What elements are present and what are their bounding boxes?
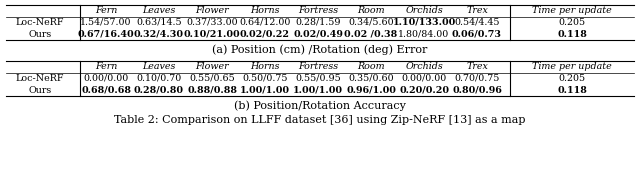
- Text: 0.06/0.73: 0.06/0.73: [452, 30, 502, 39]
- Text: 0.205: 0.205: [559, 18, 586, 27]
- Text: Ours: Ours: [28, 86, 52, 95]
- Text: 0.50/0.75: 0.50/0.75: [243, 74, 288, 83]
- Text: Time per update: Time per update: [532, 6, 612, 15]
- Text: Fern: Fern: [95, 6, 117, 15]
- Text: 0.80/0.96: 0.80/0.96: [452, 86, 502, 95]
- Text: 0.02 /0.38: 0.02 /0.38: [344, 30, 397, 39]
- Text: 0.34/5.60: 0.34/5.60: [348, 18, 394, 27]
- Text: Room: Room: [357, 6, 385, 15]
- Text: 0.37/33.00: 0.37/33.00: [186, 18, 238, 27]
- Text: 0.10/0.70: 0.10/0.70: [136, 74, 182, 83]
- Text: 0.02/0.49: 0.02/0.49: [293, 30, 343, 39]
- Text: 0.205: 0.205: [559, 74, 586, 83]
- Text: Flower: Flower: [195, 6, 229, 15]
- Text: Trex: Trex: [466, 6, 488, 15]
- Text: 0.88/0.88: 0.88/0.88: [187, 86, 237, 95]
- Text: Ours: Ours: [28, 30, 52, 39]
- Text: Loc-NeRF: Loc-NeRF: [16, 18, 64, 27]
- Text: 1.54/57.00: 1.54/57.00: [80, 18, 132, 27]
- Text: 0.67/16.40: 0.67/16.40: [77, 30, 134, 39]
- Text: 0.32/4.30: 0.32/4.30: [134, 30, 184, 39]
- Text: 0.118: 0.118: [557, 30, 587, 39]
- Text: Leaves: Leaves: [142, 6, 176, 15]
- Text: (a) Position (cm) /Rotation (deg) Error: (a) Position (cm) /Rotation (deg) Error: [212, 45, 428, 55]
- Text: 1.80/84.00: 1.80/84.00: [398, 30, 450, 39]
- Text: Room: Room: [357, 62, 385, 71]
- Text: Orchids: Orchids: [405, 6, 443, 15]
- Text: 0.54/4.45: 0.54/4.45: [454, 18, 500, 27]
- Text: (b) Position/Rotation Accuracy: (b) Position/Rotation Accuracy: [234, 101, 406, 111]
- Text: 0.118: 0.118: [557, 86, 587, 95]
- Text: 0.64/12.00: 0.64/12.00: [239, 18, 291, 27]
- Text: Fern: Fern: [95, 62, 117, 71]
- Text: Fortress: Fortress: [298, 6, 338, 15]
- Text: Trex: Trex: [466, 62, 488, 71]
- Text: Horns: Horns: [250, 62, 280, 71]
- Text: Table 2: Comparison on LLFF dataset [36] using Zip-NeRF [13] as a map: Table 2: Comparison on LLFF dataset [36]…: [115, 115, 525, 125]
- Text: 0.28/0.80: 0.28/0.80: [134, 86, 184, 95]
- Text: Time per update: Time per update: [532, 62, 612, 71]
- Text: 1.00/1.00: 1.00/1.00: [293, 86, 343, 95]
- Text: 1.00/1.00: 1.00/1.00: [240, 86, 290, 95]
- Text: 0.02/0.22: 0.02/0.22: [240, 30, 290, 39]
- Text: Fortress: Fortress: [298, 62, 338, 71]
- Text: 0.20/0.20: 0.20/0.20: [399, 86, 449, 95]
- Text: 0.55/0.65: 0.55/0.65: [189, 74, 235, 83]
- Text: 0.00/0.00: 0.00/0.00: [401, 74, 447, 83]
- Text: 0.00/0.00: 0.00/0.00: [83, 74, 129, 83]
- Text: Loc-NeRF: Loc-NeRF: [16, 74, 64, 83]
- Text: 0.68/0.68: 0.68/0.68: [81, 86, 131, 95]
- Text: 0.55/0.95: 0.55/0.95: [295, 74, 341, 83]
- Text: 0.35/0.60: 0.35/0.60: [348, 74, 394, 83]
- Text: 0.28/1.59: 0.28/1.59: [295, 18, 340, 27]
- Text: 0.96/1.00: 0.96/1.00: [346, 86, 396, 95]
- Text: 0.63/14.5: 0.63/14.5: [136, 18, 182, 27]
- Text: 0.10/21.00: 0.10/21.00: [184, 30, 240, 39]
- Text: 0.70/0.75: 0.70/0.75: [454, 74, 500, 83]
- Text: 1.10/133.00: 1.10/133.00: [392, 18, 456, 27]
- Text: Orchids: Orchids: [405, 62, 443, 71]
- Text: Leaves: Leaves: [142, 62, 176, 71]
- Text: Flower: Flower: [195, 62, 229, 71]
- Text: Horns: Horns: [250, 6, 280, 15]
